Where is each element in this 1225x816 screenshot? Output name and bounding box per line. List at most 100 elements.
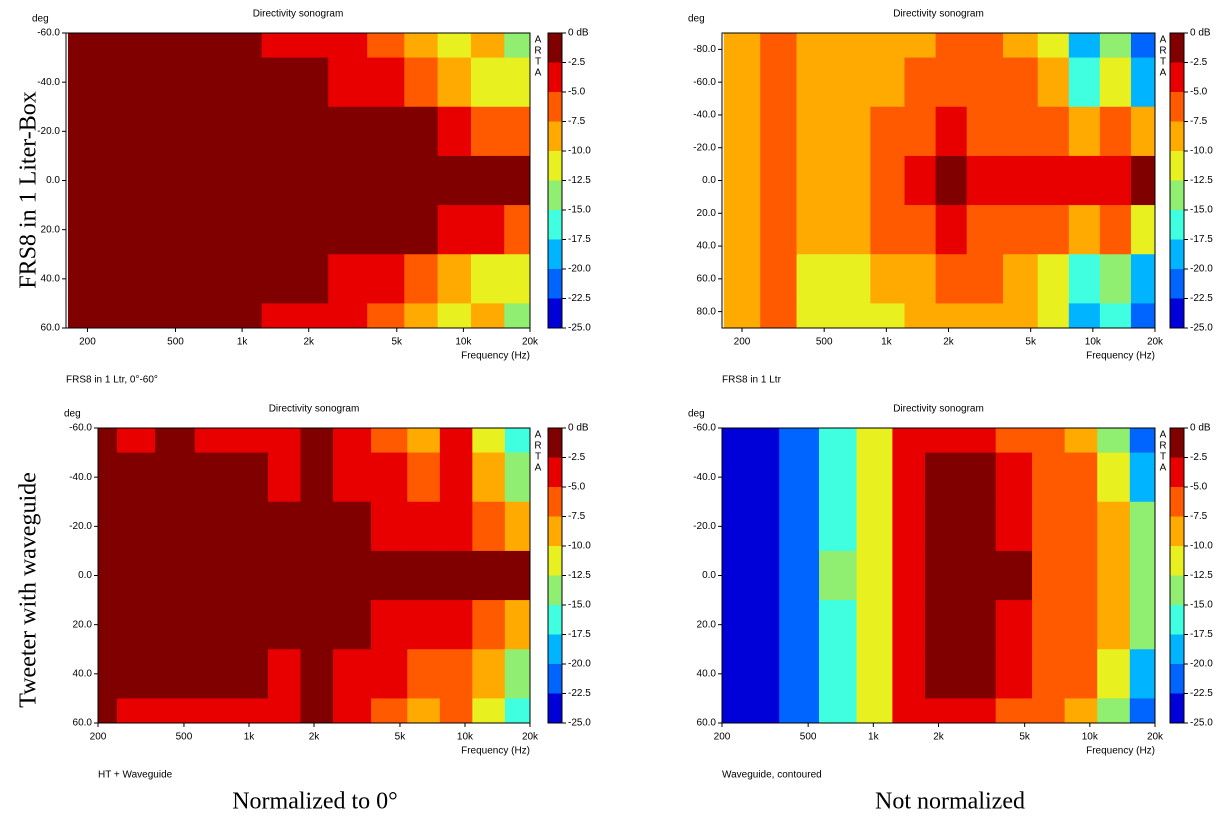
heat-cell — [232, 550, 269, 601]
heat-cell — [472, 600, 506, 650]
heat-cell — [106, 254, 147, 304]
heat-cell — [67, 155, 108, 206]
y-tick-label: 60.0 — [697, 273, 717, 284]
chart-title: Directivity sonogram — [253, 9, 344, 20]
colorbar-label: -5.0 — [568, 87, 586, 98]
x-tick-label: 2k — [309, 732, 321, 743]
heat-cell — [1129, 428, 1156, 454]
heat-cell — [819, 649, 858, 699]
heat-cell — [796, 155, 836, 206]
heat-cell — [145, 33, 188, 59]
heat-cell — [67, 57, 108, 108]
column-label: Normalized to 0° — [232, 789, 398, 815]
heat-cell — [957, 649, 997, 699]
heat-cell — [371, 550, 408, 601]
heat-cell — [1032, 600, 1066, 650]
y-tick-label: 40.0 — [697, 668, 717, 679]
heat-cell — [186, 106, 226, 157]
heat-cell — [224, 205, 263, 255]
brand-letter: A — [535, 68, 542, 79]
heat-cell — [117, 550, 156, 601]
colorbar-label: -22.5 — [568, 293, 591, 304]
brand-letter: A — [535, 35, 542, 46]
heat-cell — [722, 550, 742, 601]
heat-cell — [117, 698, 156, 724]
colorbar-band — [548, 92, 562, 122]
colorbar-band — [548, 693, 562, 723]
heat-cell — [232, 428, 269, 454]
heat-cell — [439, 698, 473, 724]
y-tick-label: 0.0 — [46, 175, 60, 186]
colorbar-label: -25.0 — [1190, 323, 1213, 334]
heat-cell — [1130, 155, 1156, 206]
colorbar-band — [1170, 664, 1184, 694]
x-tick-label: 1k — [868, 732, 880, 743]
colorbar-label: -20.0 — [568, 264, 591, 275]
heat-cell — [504, 698, 531, 724]
heat-cell — [760, 155, 798, 206]
heat-cell — [1097, 501, 1131, 552]
heat-cell — [1099, 33, 1132, 59]
heat-cell — [1129, 452, 1156, 503]
colorbar-label: -2.5 — [1190, 57, 1208, 68]
heat-cell — [796, 254, 836, 304]
colorbar-label: -10.0 — [1190, 146, 1213, 157]
y-tick-label: 20.0 — [697, 208, 717, 219]
heat-cell — [779, 550, 820, 601]
colorbar-label: 0 dB — [1190, 28, 1211, 39]
heat-cell — [741, 600, 780, 650]
colorbar-label: 0 dB — [568, 28, 589, 39]
heat-cell — [1003, 254, 1039, 304]
heat-cell — [760, 106, 798, 157]
heat-cell — [106, 33, 147, 59]
y-tick-label: 60.0 — [41, 323, 61, 334]
heat-cell — [1130, 205, 1156, 255]
heat-cell — [904, 57, 937, 108]
heat-cell — [300, 428, 334, 454]
column-label: Not normalized — [875, 789, 1025, 815]
colorbar-label: -25.0 — [568, 718, 591, 729]
y-tick-label: -40.0 — [693, 472, 716, 483]
colorbar-band — [548, 575, 562, 605]
heat-cell — [779, 600, 820, 650]
heat-cell — [779, 698, 820, 724]
colorbar-band — [548, 298, 562, 328]
colorbar-label: -20.0 — [1190, 659, 1213, 670]
heat-cell — [1037, 155, 1070, 206]
heat-cell — [935, 155, 968, 206]
heat-cell — [966, 33, 1004, 59]
heat-cell — [1037, 205, 1070, 255]
heat-cell — [328, 205, 368, 255]
heat-cell — [741, 452, 780, 503]
heat-cell — [472, 698, 506, 724]
brand-letter: R — [534, 441, 541, 452]
colorbar-band — [1170, 269, 1184, 299]
heat-cell — [333, 501, 372, 552]
colorbar-band — [548, 428, 562, 458]
heat-cell — [155, 649, 196, 699]
heat-cell — [1032, 550, 1066, 601]
heat-cell — [267, 501, 302, 552]
heat-cell — [328, 254, 368, 304]
colorbar-band — [548, 151, 562, 181]
y-tick-label: 0.0 — [702, 175, 716, 186]
heat-cell — [834, 303, 871, 329]
colorbar-label: -7.5 — [568, 116, 586, 127]
heat-cell — [966, 303, 1004, 329]
heat-cell — [261, 303, 296, 329]
colorbar-label: -22.5 — [1190, 688, 1213, 699]
heat-cell — [67, 33, 108, 59]
heat-cell — [870, 303, 906, 329]
heat-cell — [106, 57, 147, 108]
colorbar-band — [548, 239, 562, 269]
colorbar-label: -15.0 — [568, 600, 591, 611]
heat-cell — [155, 501, 196, 552]
heat-cell — [779, 452, 820, 503]
y-axis-label: deg — [32, 14, 49, 25]
colorbar-label: -12.5 — [568, 175, 591, 186]
heat-cell — [328, 303, 368, 329]
heat-cell — [67, 254, 108, 304]
heat-cell — [439, 428, 473, 454]
x-axis-label: Frequency (Hz) — [461, 351, 530, 362]
heat-cell — [194, 698, 233, 724]
